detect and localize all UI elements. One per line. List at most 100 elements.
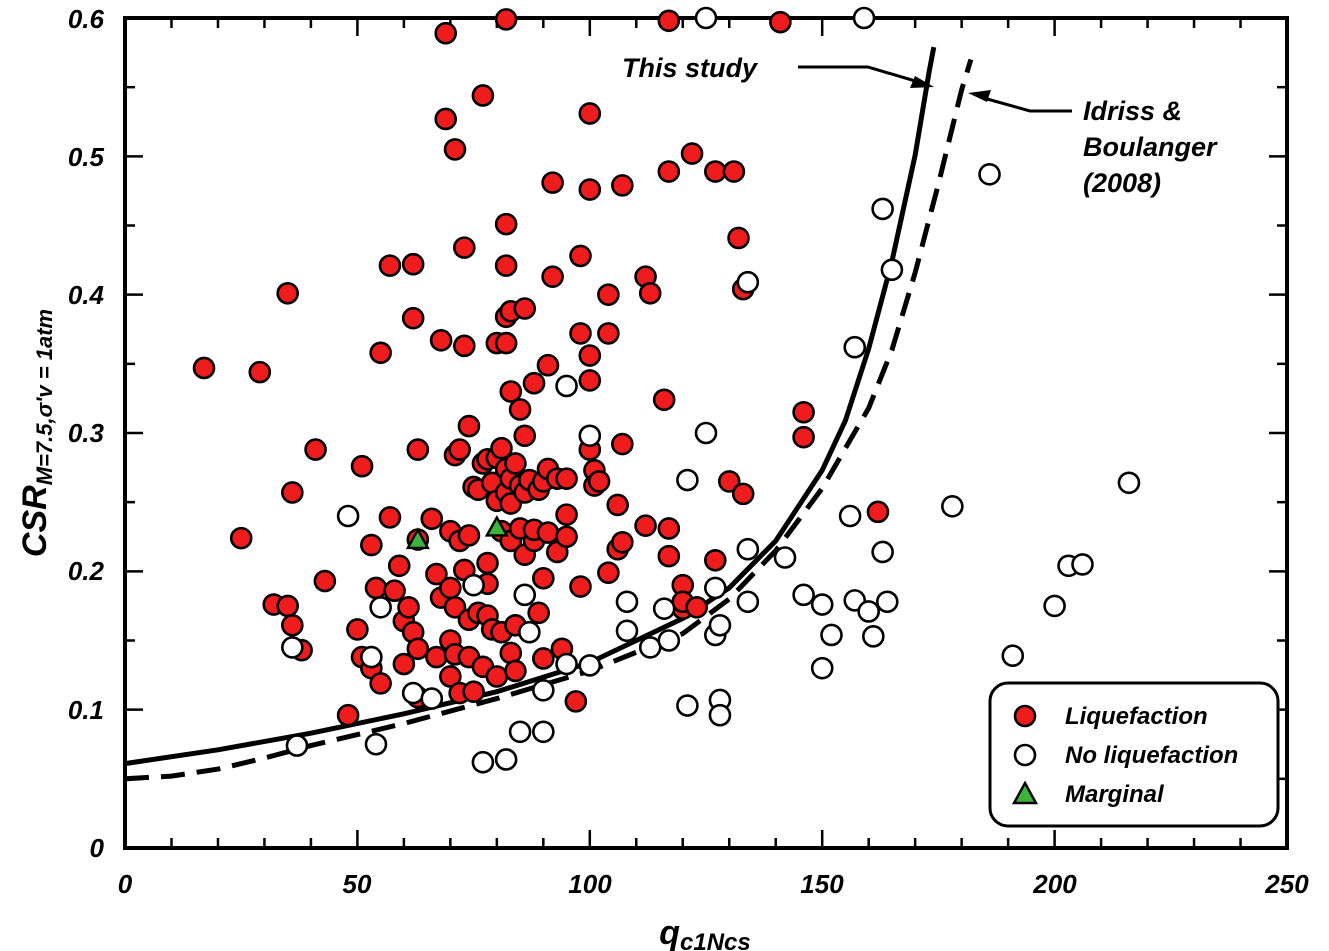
no-liquefaction-point [810, 593, 834, 616]
marginal-point [484, 514, 509, 537]
no-liquefaction-point [555, 374, 578, 398]
legend-marginal-marker [1011, 780, 1039, 805]
no-liquefaction-point [1001, 644, 1025, 668]
this-study-curve [125, 46, 937, 767]
no-liquefaction-point [736, 537, 760, 561]
liquefaction-point [439, 576, 462, 600]
liquefaction-point [597, 283, 620, 306]
liquefaction-point [611, 174, 634, 197]
no-liquefaction-point [694, 6, 718, 30]
legend-marginal-label: Marginal [1065, 781, 1165, 808]
liquefaction-point [434, 21, 458, 45]
liquefaction-point [569, 322, 592, 345]
liquefaction-point [453, 334, 476, 358]
liquefaction-point [731, 482, 755, 506]
no-liquefaction-point [875, 590, 899, 614]
no-liquefaction-point [364, 732, 388, 756]
no-liquefaction-point [857, 600, 880, 623]
liquefaction-point [304, 438, 327, 461]
liquefaction-point [420, 507, 444, 531]
no-liquefaction-point [369, 595, 392, 619]
no-liquefaction-point [838, 504, 862, 528]
liquefaction-point [425, 645, 448, 669]
no-liquefaction-point [615, 619, 639, 643]
no-liquefaction-point [532, 720, 555, 744]
y-tick-label: 0 [90, 833, 105, 863]
no-liquefaction-point [676, 694, 699, 717]
no-liquefaction-point [708, 703, 732, 727]
liquefaction-point [313, 569, 337, 593]
y-axis-title: CSRM=7.5,σ'v = 1atm [16, 309, 57, 557]
liquefaction-point [504, 452, 527, 475]
liquefaction-point [383, 579, 406, 603]
no-liquefaction-point [792, 583, 815, 607]
liquefaction-point [406, 637, 430, 661]
no-liquefaction-point [508, 720, 532, 744]
no-liquefaction-point [652, 597, 676, 620]
no-liquefaction-point [1043, 594, 1066, 618]
liquefaction-point [536, 521, 560, 544]
x-axis-title-main: q [659, 914, 680, 951]
x-tick-label: 250 [1264, 869, 1309, 899]
liquefaction-point [532, 566, 555, 590]
x-axis-title: qc1Ncs [659, 914, 751, 951]
x-tick-label: 150 [800, 869, 844, 899]
y-tick-label: 0.5 [68, 142, 105, 172]
liquefaction-point [597, 322, 620, 345]
liquefaction-point [453, 236, 476, 259]
no-liquefaction-point [820, 623, 843, 647]
liquefaction-point [494, 331, 518, 355]
liquefaction-point [657, 9, 681, 33]
liquefaction-point [369, 672, 392, 695]
liquefaction-point [457, 524, 481, 547]
no-liquefaction-point [494, 748, 518, 771]
liquefaction-point [378, 254, 402, 277]
liquefaction-point [443, 138, 467, 161]
liquefaction-point [504, 659, 527, 683]
no-liquefaction-point [708, 613, 732, 637]
liquefaction-point [569, 575, 592, 598]
liquefaction-point [587, 470, 611, 493]
y-tick-label: 0.2 [68, 556, 105, 586]
liquefaction-point [717, 470, 741, 493]
liquefaction-point [401, 252, 425, 276]
no-liquefaction-point [615, 590, 639, 614]
no-liquefaction-point [578, 654, 602, 677]
liquefaction-point [276, 281, 299, 305]
x-tick-label: 200 [1032, 869, 1077, 899]
liquefaction-point [555, 525, 578, 549]
liquefaction-point [471, 84, 495, 107]
this-study-label: This study [622, 53, 759, 83]
liquefaction-point [555, 503, 578, 526]
liquefaction-point [866, 500, 890, 524]
liquefaction-point [727, 226, 750, 250]
y-tick-label: 0.6 [68, 4, 105, 34]
liquefaction-point [387, 554, 411, 578]
liquefaction-point [657, 517, 681, 540]
liquefaction-point [536, 353, 560, 377]
liquefaction-point [722, 160, 746, 183]
no-liquefaction-point [871, 197, 894, 221]
no-liquefaction-point [1071, 553, 1094, 576]
liquefaction-point [578, 344, 602, 367]
x-tick-label: 50 [343, 869, 372, 899]
liquefaction-point [425, 562, 448, 586]
no-liquefaction-point [676, 468, 699, 492]
liquefaction-point [406, 438, 430, 461]
y-axis-title-main: CSR [16, 485, 54, 557]
no-liquefaction-point [513, 583, 537, 607]
no-liquefaction-point [862, 625, 885, 648]
liquefaction-point [494, 212, 518, 236]
no-liquefaction-point [703, 576, 727, 600]
no-liquefaction-point [694, 421, 718, 445]
liquefaction-point [652, 388, 676, 412]
no-liquefaction-point [978, 163, 1001, 186]
liquefaction-point [369, 341, 392, 365]
liquefaction-point [569, 244, 592, 268]
liquefaction-point [541, 171, 564, 194]
liquefaction-point [490, 436, 513, 460]
no-liquefaction-point [941, 495, 964, 518]
liquefaction-point [248, 360, 272, 384]
no-liquefaction-point [773, 546, 797, 569]
no-liquefaction-point [638, 636, 662, 659]
